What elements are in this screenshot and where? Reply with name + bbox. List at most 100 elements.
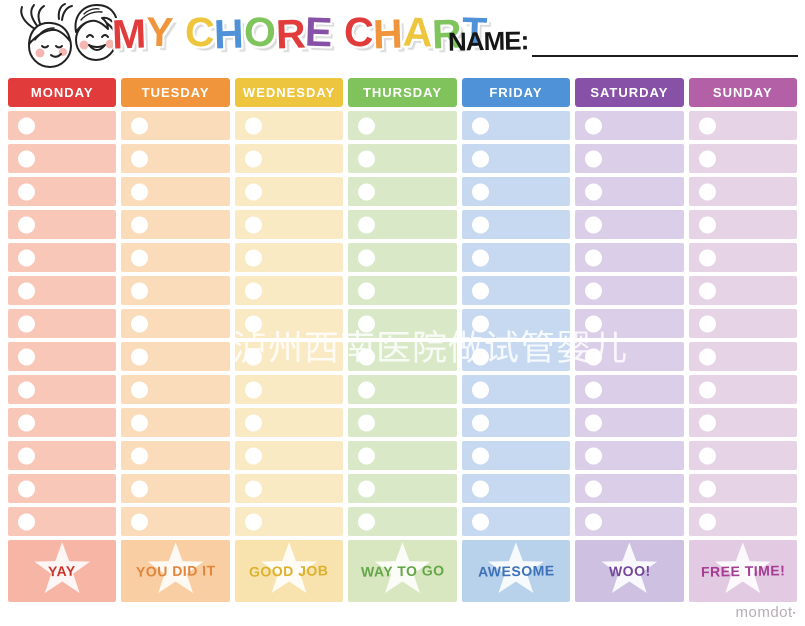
chore-cell-monday-row6[interactable]	[8, 276, 117, 305]
chore-cell-tuesday-row13[interactable]	[121, 507, 230, 536]
chore-cell-saturday-row9[interactable]	[575, 375, 684, 404]
chore-cell-saturday-row1[interactable]	[575, 111, 684, 140]
chore-cell-sunday-row3[interactable]	[688, 177, 797, 206]
chore-cell-thursday-row3[interactable]	[348, 177, 457, 206]
bullet-circle-icon	[131, 447, 149, 464]
chore-cell-wednesday-row2[interactable]	[234, 144, 344, 173]
chore-cell-saturday-row5[interactable]	[575, 243, 684, 272]
chore-cell-wednesday-row11[interactable]	[234, 441, 344, 470]
chore-cell-thursday-row9[interactable]	[348, 375, 457, 404]
chore-cell-wednesday-row4[interactable]	[234, 210, 344, 239]
chore-cell-thursday-row7[interactable]	[348, 309, 457, 338]
chore-cell-sunday-row9[interactable]	[688, 375, 797, 404]
bullet-circle-icon	[244, 315, 262, 332]
chore-cell-friday-row11[interactable]	[461, 441, 571, 470]
chore-cell-monday-row9[interactable]	[8, 375, 117, 404]
chore-cell-tuesday-row12[interactable]	[121, 474, 230, 503]
chore-cell-friday-row5[interactable]	[461, 243, 571, 272]
chore-cell-tuesday-row2[interactable]	[121, 144, 230, 173]
chore-cell-friday-row4[interactable]	[461, 210, 571, 239]
chore-cell-saturday-row12[interactable]	[575, 474, 684, 503]
chore-cell-saturday-row6[interactable]	[575, 276, 684, 305]
chore-cell-friday-row12[interactable]	[461, 474, 571, 503]
chore-cell-saturday-row7[interactable]	[575, 309, 684, 338]
chore-cell-sunday-row12[interactable]	[688, 474, 797, 503]
chore-cell-monday-row12[interactable]	[8, 474, 117, 503]
chore-cell-friday-row6[interactable]	[461, 276, 571, 305]
chore-cell-thursday-row1[interactable]	[348, 111, 457, 140]
chore-cell-tuesday-row5[interactable]	[121, 243, 230, 272]
name-input-line[interactable]	[532, 27, 798, 57]
chore-cell-saturday-row4[interactable]	[575, 210, 684, 239]
chore-cell-sunday-row10[interactable]	[688, 408, 797, 437]
chore-cell-monday-row13[interactable]	[8, 507, 117, 536]
chore-cell-friday-row7[interactable]	[461, 309, 571, 338]
bullet-circle-icon	[244, 150, 262, 167]
chore-cell-thursday-row4[interactable]	[348, 210, 457, 239]
chore-cell-thursday-row5[interactable]	[348, 243, 457, 272]
chore-cell-tuesday-row1[interactable]	[121, 111, 230, 140]
chore-cell-tuesday-row6[interactable]	[121, 276, 230, 305]
chore-cell-friday-row8[interactable]	[461, 342, 571, 371]
chore-cell-wednesday-row10[interactable]	[234, 408, 344, 437]
chore-cell-friday-row13[interactable]	[461, 507, 571, 536]
chore-cell-monday-row3[interactable]	[8, 177, 117, 206]
chore-cell-sunday-row11[interactable]	[688, 441, 797, 470]
chore-cell-friday-row3[interactable]	[461, 177, 571, 206]
chore-cell-sunday-row13[interactable]	[688, 507, 797, 536]
chore-cell-monday-row4[interactable]	[8, 210, 117, 239]
chore-cell-friday-row10[interactable]	[461, 408, 571, 437]
chore-cell-saturday-row8[interactable]	[575, 342, 684, 371]
chore-cell-monday-row8[interactable]	[8, 342, 117, 371]
chore-cell-thursday-row6[interactable]	[348, 276, 457, 305]
chore-cell-monday-row11[interactable]	[8, 441, 117, 470]
chore-cell-thursday-row2[interactable]	[348, 144, 457, 173]
chore-cell-friday-row1[interactable]	[461, 111, 571, 140]
chore-cell-thursday-row12[interactable]	[348, 474, 457, 503]
chore-cell-wednesday-row7[interactable]	[234, 309, 344, 338]
chore-cell-wednesday-row12[interactable]	[234, 474, 344, 503]
chore-cell-tuesday-row4[interactable]	[121, 210, 230, 239]
chore-cell-friday-row9[interactable]	[461, 375, 571, 404]
chore-cell-saturday-row13[interactable]	[575, 507, 684, 536]
bullet-circle-icon	[18, 216, 35, 233]
chore-cell-sunday-row1[interactable]	[688, 111, 797, 140]
chore-cell-monday-row10[interactable]	[8, 408, 117, 437]
chore-cell-sunday-row5[interactable]	[688, 243, 797, 272]
chore-cell-wednesday-row5[interactable]	[234, 243, 344, 272]
chore-cell-wednesday-row8[interactable]	[234, 342, 344, 371]
chore-cell-monday-row2[interactable]	[8, 144, 117, 173]
chore-cell-tuesday-row11[interactable]	[121, 441, 230, 470]
chore-cell-saturday-row10[interactable]	[575, 408, 684, 437]
chore-cell-wednesday-row6[interactable]	[234, 276, 344, 305]
chore-cell-monday-row5[interactable]	[8, 243, 117, 272]
chore-cell-tuesday-row8[interactable]	[121, 342, 230, 371]
chore-cell-thursday-row13[interactable]	[348, 507, 457, 536]
chore-cell-wednesday-row13[interactable]	[234, 507, 344, 536]
chore-cell-thursday-row8[interactable]	[348, 342, 457, 371]
chore-cell-sunday-row8[interactable]	[688, 342, 797, 371]
chore-cell-tuesday-row7[interactable]	[121, 309, 230, 338]
bullet-circle-icon	[698, 150, 716, 167]
chore-cell-sunday-row4[interactable]	[688, 210, 797, 239]
bullet-circle-icon	[358, 447, 376, 464]
bullet-circle-icon	[585, 315, 603, 332]
chore-cell-thursday-row11[interactable]	[348, 441, 457, 470]
chore-cell-saturday-row3[interactable]	[575, 177, 684, 206]
reward-label-tuesday: YOU DID IT	[135, 562, 216, 580]
chore-cell-saturday-row2[interactable]	[575, 144, 684, 173]
chore-cell-friday-row2[interactable]	[461, 144, 571, 173]
chore-cell-thursday-row10[interactable]	[348, 408, 457, 437]
chore-cell-tuesday-row10[interactable]	[121, 408, 230, 437]
chore-cell-sunday-row7[interactable]	[688, 309, 797, 338]
chore-cell-sunday-row2[interactable]	[688, 144, 797, 173]
chore-cell-wednesday-row1[interactable]	[234, 111, 344, 140]
chore-cell-monday-row1[interactable]	[8, 111, 117, 140]
chore-cell-tuesday-row3[interactable]	[121, 177, 230, 206]
chore-cell-wednesday-row3[interactable]	[234, 177, 344, 206]
chore-cell-tuesday-row9[interactable]	[121, 375, 230, 404]
chore-cell-monday-row7[interactable]	[8, 309, 117, 338]
chore-cell-wednesday-row9[interactable]	[234, 375, 344, 404]
chore-cell-sunday-row6[interactable]	[688, 276, 797, 305]
chore-cell-saturday-row11[interactable]	[575, 441, 684, 470]
